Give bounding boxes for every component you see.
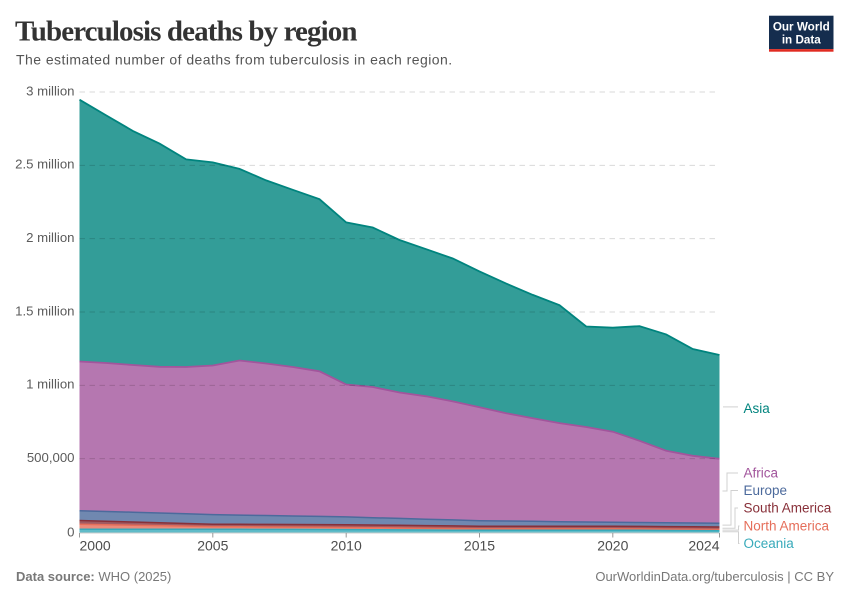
svg-text:2 million: 2 million [26, 230, 74, 245]
svg-text:2020: 2020 [597, 538, 628, 554]
svg-text:in Data: in Data [782, 34, 821, 47]
svg-text:2015: 2015 [464, 538, 495, 554]
svg-text:1.5 million: 1.5 million [15, 303, 74, 318]
svg-text:Tuberculosis deaths by region: Tuberculosis deaths by region [15, 16, 357, 48]
svg-text:South America: South America [744, 501, 832, 516]
svg-text:Africa: Africa [744, 466, 779, 481]
svg-text:Asia: Asia [744, 401, 771, 416]
svg-text:0: 0 [67, 524, 74, 539]
svg-text:Oceania: Oceania [744, 536, 795, 551]
svg-text:2.5 million: 2.5 million [15, 157, 74, 172]
svg-text:2000: 2000 [80, 538, 111, 554]
svg-text:2005: 2005 [197, 538, 228, 554]
svg-text:500,000: 500,000 [27, 450, 75, 465]
svg-text:North America: North America [744, 519, 830, 534]
svg-text:Data source: WHO (2025): Data source: WHO (2025) [16, 569, 171, 584]
svg-text:3 million: 3 million [26, 83, 74, 98]
svg-text:Our World: Our World [773, 21, 830, 34]
svg-text:The estimated number of deaths: The estimated number of deaths from tube… [16, 52, 453, 68]
svg-text:OurWorldinData.org/tuberculosi: OurWorldinData.org/tuberculosis | CC BY [595, 569, 834, 584]
svg-text:2010: 2010 [331, 538, 362, 554]
svg-text:1 million: 1 million [26, 377, 74, 392]
svg-text:Europe: Europe [744, 483, 788, 498]
svg-text:2024: 2024 [688, 538, 719, 554]
